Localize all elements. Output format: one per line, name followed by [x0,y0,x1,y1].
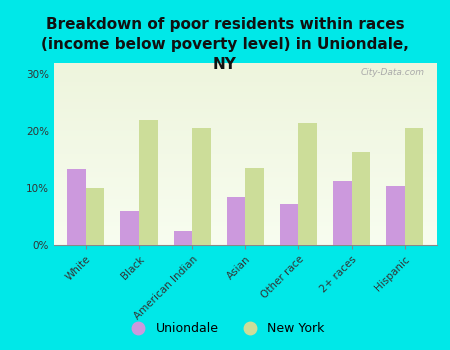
Bar [121,211,139,245]
Bar [227,197,245,245]
Text: City-Data.com: City-Data.com [361,69,425,77]
Bar [192,128,211,245]
Bar [280,204,298,245]
Bar [351,152,370,245]
Bar [68,169,86,245]
Bar [174,231,192,245]
Bar [333,181,351,245]
Text: Breakdown of poor residents within races
(income below poverty level) in Unionda: Breakdown of poor residents within races… [41,18,409,72]
Bar [386,187,405,245]
Bar [298,123,317,245]
Bar [245,168,264,245]
Bar [86,188,104,245]
Bar [405,128,423,245]
Bar [139,120,158,245]
Legend: Uniondale, New York: Uniondale, New York [121,317,329,340]
